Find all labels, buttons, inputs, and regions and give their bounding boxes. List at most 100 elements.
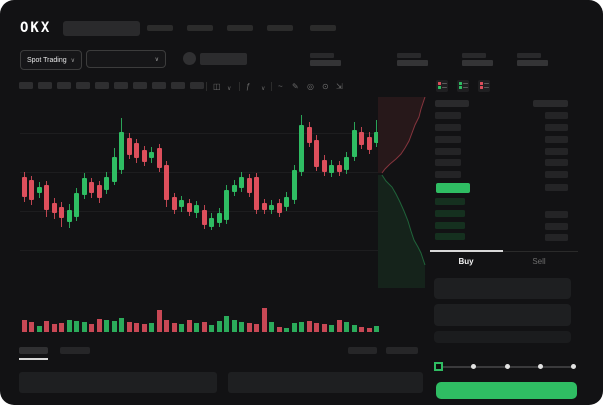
candle-body — [179, 200, 184, 207]
slider-stop[interactable] — [471, 364, 476, 369]
book-combined-icon[interactable] — [436, 80, 448, 92]
timeframe-button[interactable] — [152, 82, 166, 89]
volume-bar — [119, 318, 124, 332]
volume-bar — [344, 322, 349, 332]
camera-icon[interactable]: ◎ — [307, 82, 314, 91]
indicator-icon[interactable]: ƒ — [246, 82, 251, 91]
orders-filter[interactable] — [348, 347, 377, 354]
book-bids-icon[interactable] — [457, 80, 469, 92]
search-input[interactable] — [63, 21, 140, 36]
volume-bar — [194, 323, 199, 332]
pair-title — [200, 53, 247, 65]
nav-item[interactable] — [310, 25, 336, 31]
total-input[interactable] — [434, 331, 571, 343]
timeframe-button[interactable] — [171, 82, 185, 89]
candle-body — [59, 207, 64, 218]
timeframe-button[interactable] — [190, 82, 204, 89]
ask-price-cell[interactable] — [435, 148, 461, 155]
volume-bar — [59, 323, 64, 332]
timeframe-button[interactable] — [38, 82, 52, 89]
instrument-icon — [183, 52, 196, 65]
timeframe-button[interactable] — [95, 82, 109, 89]
timeframe-button[interactable] — [133, 82, 147, 89]
bid-price-cell[interactable] — [435, 222, 465, 229]
nav-item[interactable] — [147, 25, 173, 31]
candle-body — [337, 165, 342, 172]
ask-price-cell[interactable] — [435, 124, 461, 131]
volume-bar — [329, 325, 334, 332]
candle-body — [344, 157, 349, 170]
slider-handle[interactable] — [434, 362, 443, 371]
bid-price-cell[interactable] — [435, 198, 465, 205]
price-input[interactable] — [434, 278, 571, 299]
volume-bar — [104, 320, 109, 332]
ticker-stat-value — [517, 60, 548, 66]
nav-item[interactable] — [227, 25, 253, 31]
bid-price-cell[interactable] — [435, 233, 465, 240]
timeframe-button[interactable] — [114, 82, 128, 89]
ask-price-cell[interactable] — [435, 112, 461, 119]
candle-body — [277, 203, 282, 213]
orders-tab[interactable] — [60, 347, 90, 354]
volume-bar — [352, 325, 357, 332]
chevron-down-icon[interactable]: ∨ — [227, 86, 232, 92]
expand-icon[interactable]: ⇲ — [336, 82, 343, 91]
nav-item[interactable] — [187, 25, 213, 31]
candle-body — [164, 165, 169, 200]
ticker-stat-value — [397, 60, 428, 66]
timeframe-button[interactable] — [19, 82, 33, 89]
candle-body — [52, 203, 57, 213]
timeframe-button[interactable] — [76, 82, 90, 89]
ticker-stat-value — [310, 60, 341, 66]
candle-body — [247, 178, 252, 193]
volume-bar — [307, 321, 312, 332]
volume-bar — [89, 324, 94, 332]
buy-submit-button[interactable] — [436, 382, 577, 399]
chevron-down-icon[interactable]: ∨ — [261, 86, 266, 92]
last-price-highlight[interactable] — [436, 183, 470, 193]
tab-buy[interactable]: Buy — [458, 257, 474, 266]
volume-bar — [52, 324, 57, 332]
candle-body — [134, 143, 139, 158]
amount-cell — [545, 211, 568, 218]
candle-body — [22, 177, 27, 197]
nav-item[interactable] — [267, 25, 293, 31]
candle-body — [37, 187, 42, 193]
ask-price-cell[interactable] — [435, 171, 461, 178]
candle-body — [127, 138, 132, 155]
candle-style-icon[interactable]: ◫ — [213, 82, 221, 91]
depth-chart — [378, 97, 426, 288]
slider-stop[interactable] — [505, 364, 510, 369]
line-tool-icon[interactable]: ~ — [278, 82, 283, 91]
market-type-selector[interactable]: Spot Trading ∨ — [20, 50, 82, 70]
candle-body — [89, 182, 94, 193]
amount-slider[interactable] — [434, 360, 576, 374]
orders-filter[interactable] — [386, 347, 418, 354]
timeframe-button[interactable] — [57, 82, 71, 89]
gridline — [20, 211, 378, 212]
gridline — [20, 250, 378, 251]
ask-price-cell[interactable] — [435, 159, 461, 166]
orderbook-header-price — [435, 100, 469, 107]
amount-cell — [545, 159, 568, 166]
amount-cell — [545, 223, 568, 230]
ask-price-cell[interactable] — [435, 136, 461, 143]
book-asks-icon[interactable] — [478, 80, 490, 92]
slider-stop[interactable] — [538, 364, 543, 369]
volume-bar — [337, 320, 342, 332]
volume-bar — [232, 320, 237, 332]
slider-stop[interactable] — [571, 364, 576, 369]
pencil-icon[interactable]: ✎ — [292, 82, 299, 91]
pair-selector[interactable]: ∨ — [86, 50, 166, 68]
volume-bar — [269, 322, 274, 332]
orders-tab-active[interactable] — [19, 347, 48, 354]
okx-logo[interactable]: OKX — [20, 20, 52, 36]
candle-body — [29, 180, 34, 200]
volume-bar — [134, 323, 139, 332]
price-chart[interactable] — [20, 95, 378, 290]
bid-price-cell[interactable] — [435, 210, 465, 217]
tab-sell[interactable]: Sell — [532, 257, 546, 266]
amount-input[interactable] — [434, 304, 571, 326]
amount-cell — [545, 234, 568, 241]
clock-icon[interactable]: ⊙ — [322, 82, 329, 91]
